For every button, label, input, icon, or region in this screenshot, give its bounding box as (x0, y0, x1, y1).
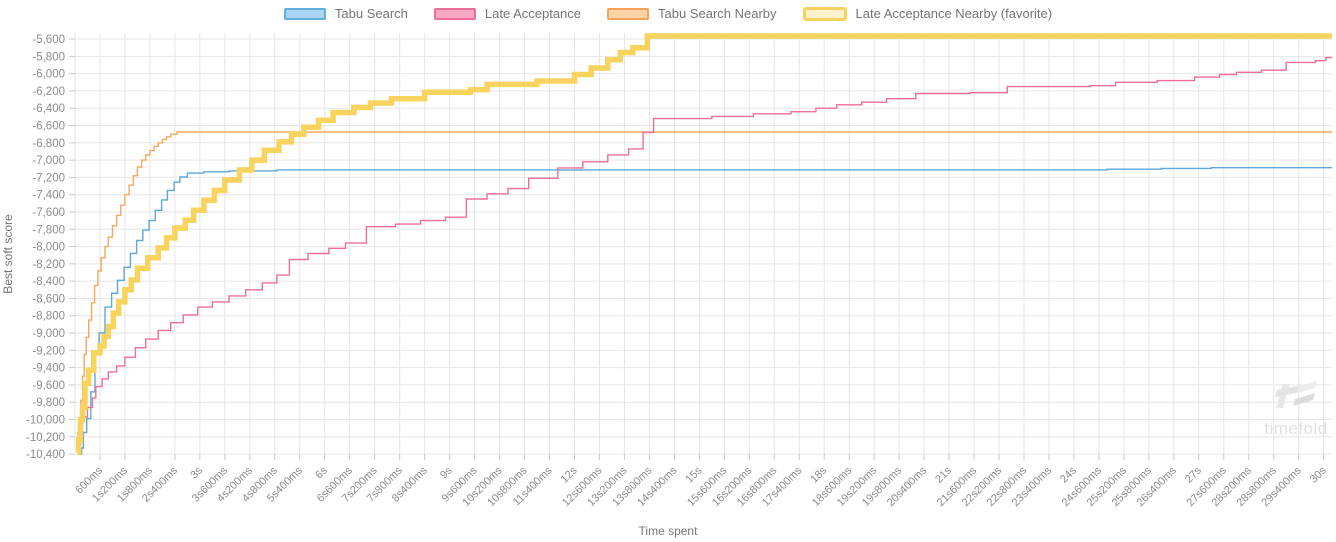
svg-text:-9,800: -9,800 (32, 397, 65, 409)
chart-legend: Tabu Search Late Acceptance Tabu Search Ne… (0, 6, 1336, 21)
svg-text:-8,600: -8,600 (32, 293, 65, 305)
svg-text:-9,600: -9,600 (32, 380, 65, 392)
svg-text:27s: 27s (1183, 464, 1204, 485)
legend-item-tabu-search-nearby[interactable]: Tabu Search Nearby (607, 6, 777, 21)
svg-text:-9,200: -9,200 (32, 345, 65, 357)
series-line-tabu-search[interactable] (80, 167, 1332, 455)
svg-text:21s: 21s (933, 464, 954, 485)
svg-text:-6,600: -6,600 (32, 121, 65, 133)
legend-swatch-tabu-search (283, 7, 326, 20)
axis-tick-labels: -5,600 -5,800 -6,000 -6,200 -6,400 -6,600 -6,8… (26, 34, 1329, 509)
svg-text:-8,000: -8,000 (32, 242, 65, 254)
svg-text:12s: 12s (559, 464, 580, 485)
svg-text:-5,600: -5,600 (32, 34, 65, 46)
legend-item-tabu-search[interactable]: Tabu Search (283, 6, 408, 21)
legend-item-late-acceptance-nearby-favorite[interactable]: Late Acceptance Nearby (favorite) (802, 6, 1053, 21)
svg-text:30s: 30s (1308, 464, 1329, 485)
y-axis-title: Best soft score (1, 214, 15, 294)
svg-text:-10,400: -10,400 (26, 449, 65, 461)
svg-text:24s: 24s (1058, 464, 1079, 485)
svg-text:-7,400: -7,400 (32, 190, 65, 202)
legend-label: Tabu Search Nearby (658, 6, 777, 21)
svg-text:-7,200: -7,200 (32, 172, 65, 184)
series-lines (75, 33, 1332, 456)
svg-text:6s: 6s (313, 464, 330, 481)
legend-label: Late Acceptance (484, 6, 582, 21)
svg-text:-6,000: -6,000 (32, 69, 65, 81)
svg-text:-8,200: -8,200 (32, 259, 65, 271)
svg-text:-6,400: -6,400 (32, 103, 65, 115)
svg-text:15s: 15s (683, 464, 704, 485)
svg-text:-8,400: -8,400 (32, 276, 65, 288)
svg-text:-9,400: -9,400 (32, 363, 65, 375)
svg-text:3s: 3s (188, 464, 205, 481)
grid-lines (74, 33, 1332, 455)
svg-text:-7,800: -7,800 (32, 224, 65, 236)
series-line-tabu-search-nearby[interactable] (76, 131, 1332, 442)
legend-swatch-late-acceptance (433, 7, 476, 20)
legend-label: Late Acceptance Nearby (favorite) (855, 6, 1053, 21)
svg-text:-5,800: -5,800 (32, 51, 65, 63)
svg-text:-7,600: -7,600 (32, 207, 65, 219)
svg-text:9s: 9s (438, 464, 455, 481)
svg-text:-7,000: -7,000 (32, 155, 65, 167)
svg-text:-8,800: -8,800 (32, 311, 65, 323)
series-line-late-acceptance-nearby-favorite[interactable] (75, 33, 1332, 456)
axis-ticks (69, 38, 1325, 460)
svg-text:-6,200: -6,200 (32, 86, 65, 98)
svg-text:-6,800: -6,800 (32, 138, 65, 150)
svg-text:18s: 18s (808, 464, 829, 485)
svg-text:-10,000: -10,000 (26, 414, 65, 426)
svg-text:-10,200: -10,200 (26, 432, 65, 444)
legend-item-late-acceptance[interactable]: Late Acceptance (433, 6, 582, 21)
series-line-late-acceptance[interactable] (77, 56, 1332, 445)
svg-text:-9,000: -9,000 (32, 328, 65, 340)
legend-swatch-tabu-search-nearby (607, 7, 650, 20)
x-axis-title: Time spent (638, 524, 698, 538)
legend-swatch-late-acceptance-nearby-favorite (802, 6, 847, 21)
legend-label: Tabu Search (334, 6, 408, 21)
